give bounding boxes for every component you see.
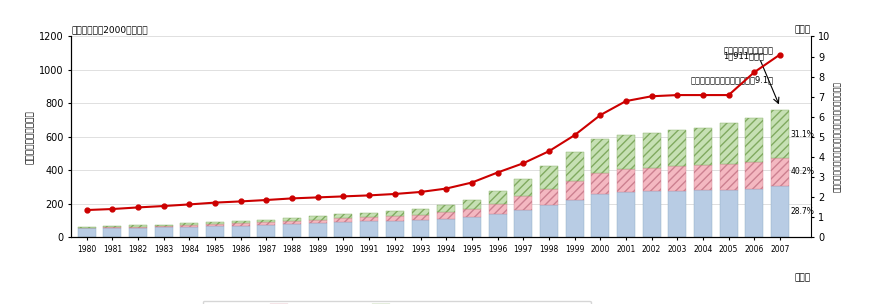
Text: （％）: （％）: [795, 26, 811, 34]
Bar: [694, 165, 712, 190]
Bar: [771, 110, 789, 158]
Bar: [129, 226, 147, 228]
Text: 情報通信資本ストック比率　9.1％: 情報通信資本ストック比率 9.1％: [691, 75, 773, 85]
Bar: [232, 223, 249, 226]
Bar: [334, 214, 353, 218]
Bar: [437, 212, 455, 219]
Bar: [412, 215, 429, 220]
Bar: [257, 220, 275, 223]
Bar: [412, 209, 429, 215]
Bar: [206, 224, 224, 226]
Bar: [720, 123, 738, 164]
Bar: [283, 224, 301, 237]
Bar: [257, 225, 275, 237]
Bar: [386, 221, 404, 237]
Bar: [360, 221, 378, 237]
Bar: [155, 225, 173, 226]
Bar: [360, 217, 378, 221]
Legend: 電気通信機器, 電子計算機本体・同付属装置, ソフトウェア, 民間資本ストックに占める情報通信資本ストック比率: 電気通信機器, 電子計算機本体・同付属装置, ソフトウェア, 民間資本ストックに…: [202, 301, 591, 304]
Bar: [103, 228, 121, 237]
Bar: [617, 169, 635, 192]
Bar: [514, 196, 532, 209]
Bar: [360, 212, 378, 217]
Bar: [309, 223, 327, 237]
Text: （年）: （年）: [795, 273, 811, 282]
Bar: [488, 204, 506, 214]
Bar: [462, 200, 481, 209]
Bar: [78, 227, 95, 228]
Text: 31.1%: 31.1%: [791, 130, 814, 139]
Bar: [514, 179, 532, 196]
Bar: [180, 227, 199, 237]
Bar: [540, 189, 558, 205]
Bar: [334, 222, 353, 237]
Bar: [129, 228, 147, 237]
Bar: [78, 228, 95, 237]
Bar: [642, 191, 660, 237]
Bar: [668, 166, 686, 191]
Y-axis label: 民間資本ストックに占める情報通信資本ストック比率: 民間資本ストックに占める情報通信資本ストック比率: [833, 81, 843, 192]
Bar: [462, 209, 481, 217]
Y-axis label: 情報通信資本ストック: 情報通信資本ストック: [26, 110, 35, 164]
Bar: [771, 186, 789, 237]
Bar: [103, 226, 121, 227]
Bar: [746, 188, 764, 237]
Bar: [592, 195, 609, 237]
Bar: [540, 205, 558, 237]
Bar: [566, 200, 584, 237]
Bar: [386, 211, 404, 216]
Bar: [566, 181, 584, 200]
Bar: [642, 133, 660, 168]
Bar: [155, 226, 173, 227]
Bar: [746, 118, 764, 162]
Bar: [180, 223, 199, 225]
Bar: [232, 221, 249, 223]
Text: 28.7%: 28.7%: [791, 207, 814, 216]
Bar: [232, 226, 249, 237]
Bar: [642, 168, 660, 191]
Bar: [771, 158, 789, 186]
Bar: [386, 216, 404, 221]
Bar: [488, 191, 506, 204]
Bar: [283, 218, 301, 221]
Bar: [617, 192, 635, 237]
Bar: [540, 166, 558, 189]
Text: 情報通信資本ストック: 情報通信資本ストック: [723, 47, 773, 56]
Bar: [412, 220, 429, 237]
Bar: [746, 162, 764, 188]
Bar: [206, 223, 224, 224]
Text: 1兆911億ドル: 1兆911億ドル: [723, 52, 764, 61]
Bar: [720, 164, 738, 190]
Bar: [592, 173, 609, 195]
Bar: [257, 223, 275, 225]
Bar: [283, 221, 301, 224]
Bar: [334, 218, 353, 222]
Bar: [206, 226, 224, 237]
Bar: [592, 139, 609, 173]
Text: 40.2%: 40.2%: [791, 167, 814, 176]
Bar: [437, 219, 455, 237]
Bar: [462, 217, 481, 237]
Bar: [694, 128, 712, 165]
Bar: [155, 227, 173, 237]
Bar: [180, 225, 199, 227]
Bar: [514, 209, 532, 237]
Bar: [309, 216, 327, 219]
Bar: [488, 214, 506, 237]
Bar: [668, 191, 686, 237]
Bar: [720, 190, 738, 237]
Bar: [437, 205, 455, 212]
Bar: [694, 190, 712, 237]
Text: （十億ドル、2000年価格）: （十億ドル、2000年価格）: [71, 26, 148, 34]
Bar: [309, 219, 327, 223]
Bar: [617, 135, 635, 169]
Bar: [566, 152, 584, 181]
Bar: [103, 227, 121, 228]
Bar: [668, 130, 686, 166]
